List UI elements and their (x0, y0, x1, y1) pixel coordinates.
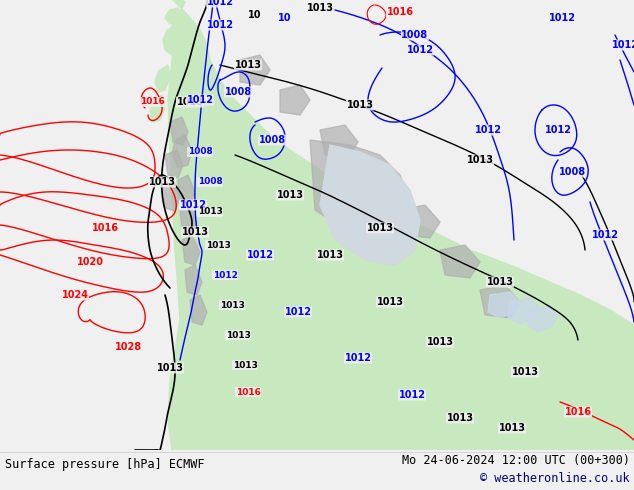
Text: Surface pressure [hPa] ECMWF: Surface pressure [hPa] ECMWF (5, 458, 205, 470)
Text: 1013: 1013 (427, 337, 453, 347)
Polygon shape (480, 285, 520, 318)
Text: 1008: 1008 (198, 177, 223, 187)
Text: 1013: 1013 (235, 60, 261, 70)
Text: 1012: 1012 (247, 250, 273, 260)
Text: 1012: 1012 (548, 13, 576, 23)
Text: 1008: 1008 (401, 30, 429, 40)
Polygon shape (240, 55, 270, 85)
Polygon shape (170, 18, 190, 42)
Text: 1012: 1012 (207, 0, 233, 7)
Text: 1012: 1012 (592, 230, 619, 240)
Text: 1012: 1012 (212, 270, 238, 279)
Text: 1013: 1013 (347, 100, 373, 110)
Polygon shape (488, 292, 520, 318)
Text: 1012: 1012 (344, 353, 372, 363)
Polygon shape (155, 65, 170, 92)
Text: 1008: 1008 (559, 167, 586, 177)
Polygon shape (172, 135, 192, 168)
Polygon shape (310, 140, 410, 235)
Text: 10: 10 (249, 10, 262, 20)
Text: 1013: 1013 (181, 227, 209, 237)
Text: 1008: 1008 (224, 87, 252, 97)
Text: 1013: 1013 (467, 155, 493, 165)
Text: 1016: 1016 (139, 98, 164, 106)
Text: 1013: 1013 (226, 330, 250, 340)
Polygon shape (168, 0, 634, 450)
Text: Mo 24-06-2024 12:00 UTC (00+300): Mo 24-06-2024 12:00 UTC (00+300) (402, 454, 630, 466)
Polygon shape (165, 150, 183, 178)
Text: 10: 10 (278, 13, 292, 23)
Text: 1013: 1013 (219, 300, 245, 310)
Text: 1016: 1016 (387, 7, 413, 17)
Text: 1013: 1013 (316, 250, 344, 260)
Polygon shape (280, 85, 310, 115)
Text: 1013: 1013 (176, 97, 204, 107)
Text: 1012: 1012 (179, 200, 207, 210)
Text: 1013: 1013 (512, 367, 538, 377)
Text: 1012: 1012 (399, 390, 425, 400)
Polygon shape (163, 25, 180, 55)
Polygon shape (320, 145, 420, 265)
Text: 1013: 1013 (205, 241, 230, 249)
Text: 1012: 1012 (186, 95, 214, 105)
Text: 1012: 1012 (207, 20, 233, 30)
Text: 1016: 1016 (91, 223, 119, 233)
Polygon shape (180, 205, 197, 235)
Text: 1013: 1013 (157, 363, 183, 373)
Text: 1020: 1020 (77, 257, 103, 267)
Text: 1008: 1008 (259, 135, 285, 145)
Text: 1028: 1028 (115, 342, 141, 352)
Text: 1012: 1012 (406, 45, 434, 55)
Text: 1012: 1012 (474, 125, 501, 135)
Text: 1013: 1013 (377, 297, 403, 307)
Text: 1013: 1013 (198, 207, 223, 217)
Polygon shape (528, 306, 558, 332)
Polygon shape (165, 8, 182, 24)
Text: © weatheronline.co.uk: © weatheronline.co.uk (481, 471, 630, 485)
Text: 1016: 1016 (236, 388, 261, 396)
Polygon shape (182, 235, 200, 265)
Text: 1008: 1008 (188, 147, 212, 156)
Text: 1013: 1013 (486, 277, 514, 287)
Polygon shape (190, 295, 207, 325)
Polygon shape (170, 117, 188, 145)
Text: 1012: 1012 (545, 125, 571, 135)
Polygon shape (185, 265, 202, 295)
Text: 1013: 1013 (233, 361, 257, 369)
Polygon shape (508, 298, 540, 324)
Polygon shape (320, 125, 358, 158)
Polygon shape (150, 95, 165, 122)
Polygon shape (178, 175, 195, 205)
Text: 1012: 1012 (285, 307, 311, 317)
Text: 1013: 1013 (498, 423, 526, 433)
Text: 1016: 1016 (564, 407, 592, 417)
Polygon shape (440, 245, 480, 278)
Polygon shape (400, 205, 440, 238)
Text: 1013: 1013 (446, 413, 474, 423)
Text: 1013: 1013 (366, 223, 394, 233)
Polygon shape (162, 183, 180, 211)
Text: 1013: 1013 (148, 177, 176, 187)
Text: 1012: 1012 (612, 40, 634, 50)
Polygon shape (360, 165, 400, 198)
Text: 1013: 1013 (276, 190, 304, 200)
Text: 1024: 1024 (61, 290, 89, 300)
Text: 1013: 1013 (306, 3, 333, 13)
